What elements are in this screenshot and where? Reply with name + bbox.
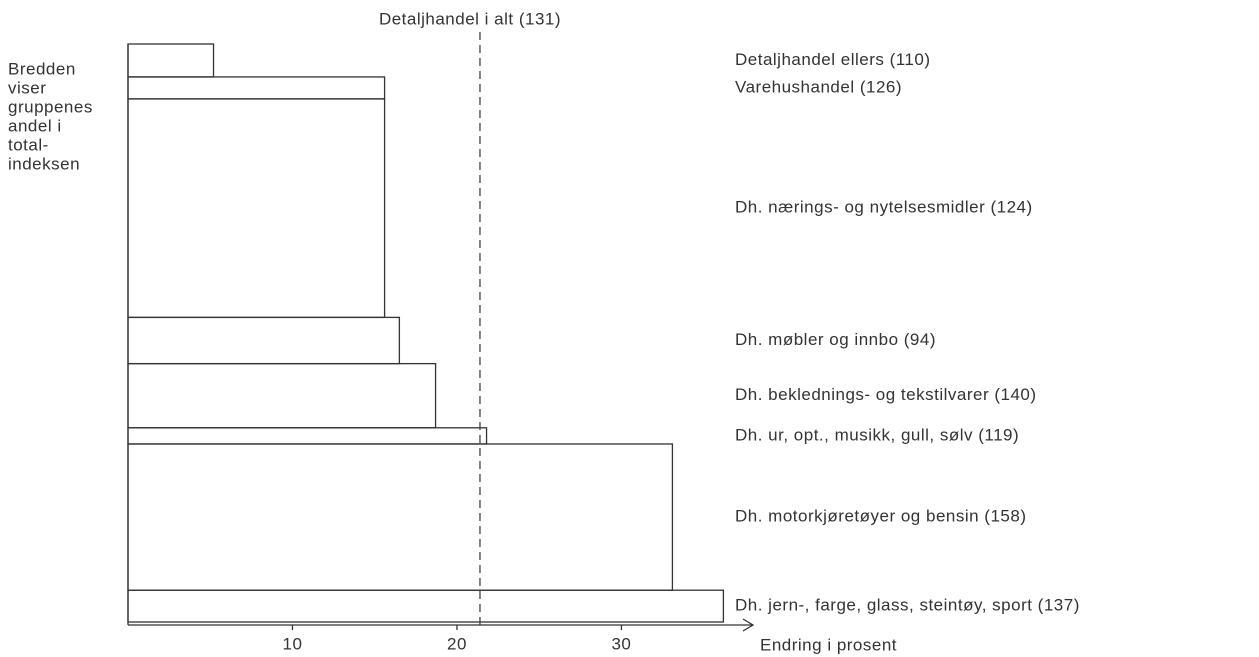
side-note: Bredden	[8, 59, 76, 78]
bar-label: Dh. nærings- og nytelsesmidler (124)	[735, 198, 1033, 217]
x-tick-label: 10	[283, 634, 303, 653]
side-note: total-	[8, 135, 49, 154]
x-tick-label: 30	[611, 634, 631, 653]
bar	[127, 362, 437, 429]
bar	[127, 443, 674, 591]
bar	[127, 76, 386, 100]
bar	[127, 43, 215, 78]
bar-label: Dh. møbler og innbo (94)	[735, 330, 936, 349]
x-axis-arrow	[742, 618, 755, 632]
x-axis-label: Endring i prosent	[760, 635, 897, 654]
x-tick-label: 20	[447, 634, 467, 653]
bar-label: Dh. jern-, farge, glass, steintøy, sport…	[735, 596, 1080, 615]
side-note: indeksen	[8, 154, 80, 173]
bar	[127, 589, 725, 623]
bar	[127, 427, 488, 445]
bar	[127, 316, 401, 365]
bar-label: Detaljhandel ellers (110)	[735, 50, 931, 69]
bar-label: Dh. beklednings- og tekstilvarer (140)	[735, 385, 1037, 404]
side-note: andel i	[8, 116, 62, 135]
bar-label: Varehushandel (126)	[735, 77, 902, 96]
bar-label: Dh. motorkjøretøyer og bensin (158)	[735, 507, 1027, 526]
bar	[127, 98, 386, 319]
reference-label: Detaljhandel i alt (131)	[379, 9, 561, 28]
side-note: gruppenes	[8, 97, 93, 116]
side-note: viser	[8, 78, 46, 97]
bar-label: Dh. ur, opt., musikk, gull, sølv (119)	[735, 425, 1019, 444]
